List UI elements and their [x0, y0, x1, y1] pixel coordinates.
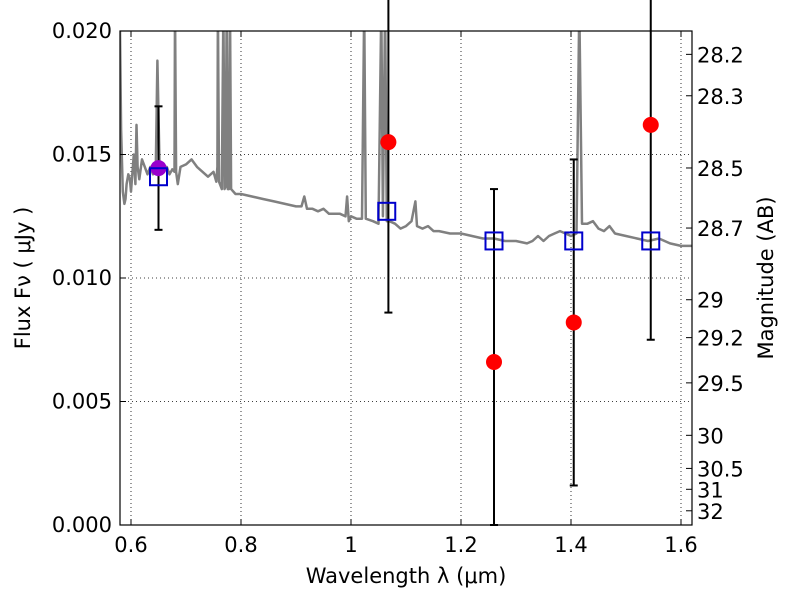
synthetic-photometry-square [377, 201, 397, 221]
x-tick-label: 1.6 [664, 533, 697, 557]
observed-flux-point [565, 314, 582, 331]
magnitude-tick-label: 28.5 [697, 157, 744, 181]
y-tick-label: 0.005 [52, 390, 112, 414]
magnitude-tick-label: 28.7 [697, 217, 744, 241]
magnitude-tick-label: 29.2 [697, 327, 744, 351]
magnitude-tick-label: 32 [697, 500, 724, 524]
magnitude-tick-label: 30.5 [697, 457, 744, 481]
x-tick-label: 0.8 [224, 533, 257, 557]
observed-flux-point [380, 134, 397, 151]
x-tick-label: 1.4 [554, 533, 587, 557]
synthetic-photometry-square [484, 231, 504, 251]
observed-flux-point [486, 353, 502, 370]
y-tick-label: 0.010 [52, 266, 112, 290]
x-tick-label: 1.2 [444, 533, 477, 557]
magnitude-tick-label: 31 [697, 478, 724, 502]
x-tick-label: 1 [344, 533, 357, 557]
plot-frame [119, 30, 693, 526]
grid-lines [120, 30, 692, 526]
x-tick-label: 0.6 [114, 533, 147, 557]
axis-ticks [120, 30, 692, 526]
data-points-layer [149, 0, 661, 526]
magnitude-tick-label: 30 [697, 424, 724, 448]
y-tick-label: 0.015 [52, 143, 112, 167]
magnitude-tick-label: 28.3 [697, 85, 744, 109]
synthetic-photometry-square [149, 167, 168, 187]
y-tick-label: 0.000 [52, 513, 112, 537]
magnitude-tick-label: 29.5 [697, 372, 744, 396]
y-axis-label: Flux Fν ( μJy ) [11, 207, 35, 350]
observed-flux-point [642, 116, 659, 133]
tick-labels: 0.6 0.8 1 1.2 1.4 1.6 0.000 0.005 0.010 0.015 0.02… [52, 19, 744, 557]
synthetic-photometry-square [564, 231, 584, 251]
magnitude-tick-label: 29 [697, 289, 724, 313]
model-spectrum-line [120, 31, 692, 248]
synthetic-photometry-square [641, 231, 661, 251]
y-tick-label: 0.020 [52, 19, 112, 43]
spectrum-layer [120, 31, 692, 248]
magnitude-axis-label: Magnitude (AB) [754, 196, 778, 359]
x-axis-label: Wavelength λ (μm) [306, 564, 507, 588]
magnitude-tick-label: 28.2 [697, 43, 744, 67]
